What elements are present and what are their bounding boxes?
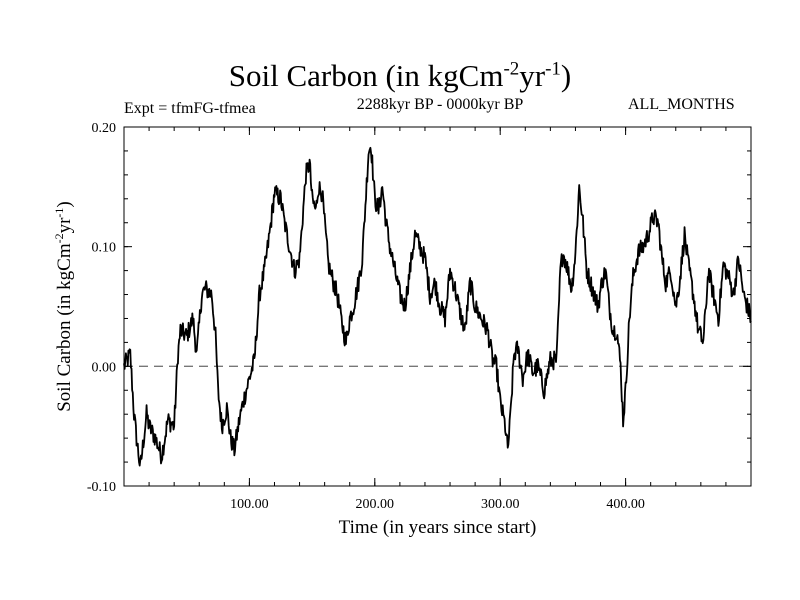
x-axis: 100.00 200.00 300.00 400.00 [148,127,727,512]
series-line-soil-carbon [123,146,752,467]
months-label: ALL_MONTHS [628,96,735,113]
x-tick-label: 200.00 [356,497,395,512]
title-superscript-2: -1 [545,58,561,80]
y-title-superscript: -2 [52,233,66,243]
plot-frame [123,126,752,487]
y-title-text: Soil Carbon (in kgCm [54,243,75,412]
x-axis-title: Time (in years since start) [339,517,537,538]
y-tick-label: 0.20 [92,121,117,136]
y-tick-label: -0.10 [87,480,116,495]
title-text-mid: yr [519,58,546,93]
y-axis-title: Soil Carbon (in kgCm-2yr-1) [52,201,75,412]
x-tick-label: 400.00 [606,497,645,512]
x-tick-label: 100.00 [230,497,269,512]
y-tick-label: 0.10 [92,241,117,256]
y-title-text: ) [54,201,75,207]
period-label: 2288kyr BP - 0000kyr BP [356,96,524,113]
y-title-superscript: -1 [52,208,66,218]
chart-title: Soil Carbon (in kgCm-2yr-1) [0,58,800,94]
title-superscript-1: -2 [503,58,520,80]
experiment-label: Expt = tfmFG-tfmea [124,100,256,117]
x-tick-label: 300.00 [481,497,520,512]
title-text-end: ) [560,58,572,93]
y-tick-label: 0.00 [92,360,117,375]
y-axis: -0.10 0.00 0.10 0.20 [87,121,751,495]
y-title-text: yr [54,217,75,234]
title-text-main: Soil Carbon (in kgCm [228,58,504,93]
